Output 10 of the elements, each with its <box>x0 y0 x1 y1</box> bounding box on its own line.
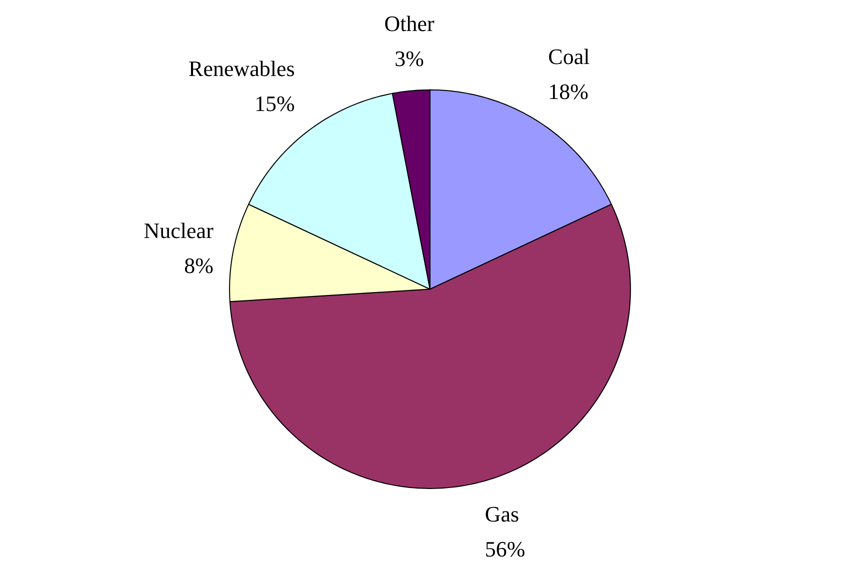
slice-label: Nuclear <box>144 218 214 244</box>
data-label: 8% <box>184 253 214 278</box>
data-label: 18% <box>548 79 588 104</box>
slice-label: Gas <box>484 501 520 526</box>
data-label: 56% <box>484 536 526 562</box>
data-label: 3% <box>394 46 424 71</box>
slice-label: Coal <box>548 44 590 70</box>
data-label: 15% <box>254 90 295 116</box>
slice-label: Other <box>384 10 435 36</box>
slice-label: Renewables <box>188 56 295 81</box>
